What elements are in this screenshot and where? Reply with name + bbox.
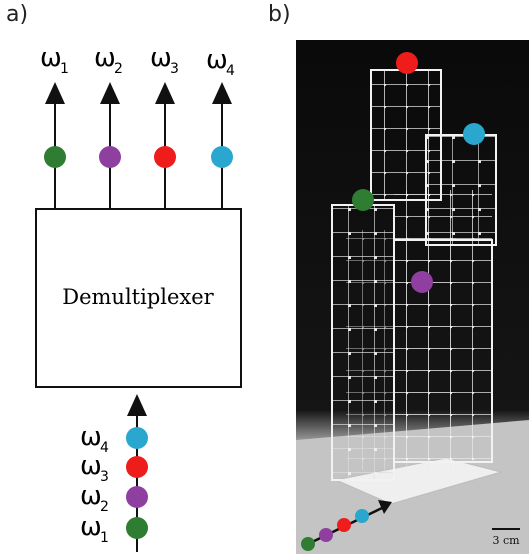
output-arrow-4 [212,82,232,104]
photo-dot-purple [319,528,333,542]
output-channel-2: ω 2 [94,43,123,208]
output-sub-2: 2 [114,61,123,77]
lattice-photo: 3 cm [296,40,529,554]
demultiplexer-label: Demultiplexer [62,285,214,309]
scale-bar: 3 cm [492,528,520,547]
input-sub-4: 4 [100,440,109,456]
tower-marker-green [352,189,374,211]
output-dot-2 [99,146,121,168]
input-dot-3 [126,456,148,478]
output-omega-4: ω [206,45,228,75]
photo-dot-cyan [355,509,369,523]
output-arrow-1 [45,82,65,104]
output-channel-1: ω 1 [40,43,69,208]
panel-a-label: a) [6,2,29,27]
input-sub-2: 2 [100,499,109,515]
photo-dot-green [301,537,315,551]
input-channel: ω 4 ω 3 ω 2 ω 1 [80,394,148,552]
photo-input-arrow [301,500,392,551]
input-omega-4: ω [80,422,102,452]
output-arrow-2 [100,82,120,104]
input-arrow [127,394,147,416]
panel-b-label: b) [268,2,291,27]
tower-marker-red [396,52,418,74]
output-omega-2: ω [94,43,116,73]
input-sub-1: 1 [100,530,109,546]
output-omega-3: ω [150,43,172,73]
output-channel-4: ω 4 [206,45,235,208]
output-dot-4 [211,146,233,168]
demultiplexer-diagram: ω 1 ω 2 ω 3 ω 4 Demultiplexer [35,43,242,552]
output-dot-3 [154,146,176,168]
input-dot-4 [126,427,148,449]
input-omega-3: ω [80,451,102,481]
output-arrow-3 [155,82,175,104]
tower-marker-cyan [463,123,485,145]
output-dot-1 [44,146,66,168]
output-omega-1: ω [40,43,62,73]
input-omega-1: ω [80,512,102,542]
output-sub-1: 1 [60,61,69,77]
demultiplexer-box [35,208,242,388]
tower-marker-purple [411,271,433,293]
input-sub-3: 3 [100,469,109,485]
output-sub-4: 4 [226,63,235,79]
input-dot-1 [126,517,148,539]
lattice-tower [331,69,497,481]
output-sub-3: 3 [170,61,179,77]
photo-dot-red [337,518,351,532]
output-channels: ω 1 ω 2 ω 3 ω 4 [40,43,235,208]
input-omega-2: ω [80,481,102,511]
scale-bar-label: 3 cm [492,534,520,547]
output-channel-3: ω 3 [150,43,179,208]
input-dot-2 [126,486,148,508]
